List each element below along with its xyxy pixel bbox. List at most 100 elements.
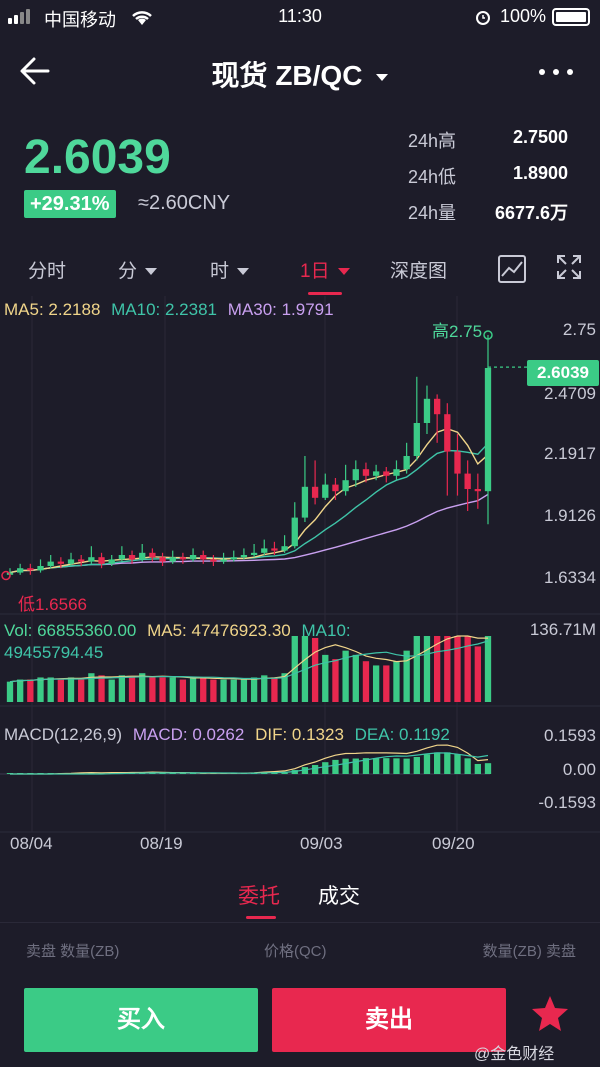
volume-bar	[423, 636, 431, 702]
stat-label-volume: 24h量	[408, 203, 457, 223]
candle-body	[332, 484, 339, 492]
macd-bar	[423, 754, 431, 774]
tab-1day[interactable]: 1日	[300, 256, 350, 295]
clock: 11:30	[278, 6, 322, 26]
high-marker-dot	[483, 330, 493, 340]
battery-percent: 100%	[499, 6, 546, 26]
volume-bar	[139, 673, 146, 702]
tab-depth-chart[interactable]: 深度图	[390, 261, 448, 282]
wifi-icon	[132, 11, 152, 25]
candle-body	[271, 548, 278, 551]
candle-body	[210, 559, 217, 562]
volume-value: Vol: 66855360.00	[4, 621, 137, 640]
price-axis-label: 2.4709	[544, 384, 596, 403]
tab-minute[interactable]: 分	[118, 256, 158, 283]
volume-bar	[413, 636, 420, 702]
volume-bar	[37, 677, 44, 702]
tab-orders[interactable]: 委托	[238, 885, 280, 908]
candle-body	[423, 398, 431, 423]
buy-button[interactable]: 买入	[24, 988, 258, 1052]
volume-ma5: MA5: 47476923.30	[147, 621, 291, 640]
tab-trades[interactable]: 成交	[318, 885, 360, 908]
more-icon[interactable]	[536, 66, 576, 78]
ma-legend: MA5: 2.2188 MA10: 2.2381 MA30: 1.9791	[4, 300, 334, 320]
nav-bar: 现货 ZB/QC	[0, 34, 600, 110]
candle-body	[301, 486, 309, 518]
volume-bar	[291, 636, 298, 702]
volume-bar	[17, 679, 24, 702]
volume-bar	[27, 679, 34, 702]
macd-title: MACD(12,26,9)	[4, 725, 123, 744]
low-marker-label: 低1.6566	[18, 595, 87, 614]
candle-body	[108, 559, 115, 564]
volume-bar	[179, 679, 187, 702]
ma10-value: MA10: 2.2381	[111, 300, 217, 319]
carrier-name: 中国移动	[44, 10, 116, 30]
macd-bar	[433, 752, 441, 774]
indicator-settings-icon[interactable]	[497, 254, 527, 284]
candle-body	[57, 561, 65, 564]
candle-body	[322, 484, 329, 498]
stat-value-volume: 6677.6万	[494, 203, 568, 223]
volume-bar	[271, 677, 278, 702]
last-price-tag: 2.6039	[527, 360, 599, 386]
macd-bar	[413, 756, 420, 774]
chevron-down-icon	[337, 268, 350, 276]
dea-line	[10, 752, 489, 775]
tab-hour[interactable]: 时	[210, 256, 250, 283]
candle-body	[250, 552, 258, 555]
fullscreen-icon[interactable]	[556, 254, 582, 280]
candle-body	[179, 557, 187, 560]
battery-icon	[552, 8, 590, 26]
ma30-value: MA30: 1.9791	[227, 300, 334, 319]
volume-bar	[474, 646, 481, 702]
candle-body	[474, 489, 481, 492]
macd-bar	[383, 758, 390, 774]
date-label: 09/03	[300, 834, 343, 853]
title-dropdown-icon	[376, 74, 389, 82]
back-arrow-icon[interactable]	[18, 54, 52, 88]
tab-timeline[interactable]: 分时	[28, 261, 67, 282]
candle-body	[37, 566, 44, 571]
macd-bar	[311, 765, 319, 774]
candle-body	[261, 548, 268, 553]
ma10-line	[9, 443, 489, 574]
macd-bar	[352, 758, 359, 774]
volume-bar	[322, 654, 329, 702]
volume-bar	[261, 675, 268, 702]
candle-body	[464, 473, 471, 489]
volume-bar	[200, 677, 207, 702]
kline-chart[interactable]	[0, 296, 600, 856]
price-axis-label: 2.1917	[544, 444, 596, 463]
candle-body	[281, 546, 288, 551]
page-title[interactable]: 现货 ZB/QC	[0, 54, 600, 94]
volume-bar	[78, 679, 85, 702]
candle-body	[413, 423, 420, 456]
order-col-right: 数量(ZB) 卖盘	[482, 943, 576, 960]
chevron-down-icon	[145, 268, 158, 276]
candle-body	[342, 480, 349, 492]
volume-bar	[189, 677, 197, 702]
macd-bar	[454, 754, 461, 774]
favorite-star-icon[interactable]	[530, 994, 570, 1032]
candle-body	[230, 557, 237, 560]
volume-bar	[88, 673, 95, 702]
dif-value: DIF: 0.1323	[255, 725, 344, 744]
macd-legend: MACD(12,26,9) MACD: 0.0262 DIF: 0.1323 D…	[4, 725, 450, 745]
volume-ma10-label: MA10:	[301, 621, 351, 640]
stat-value-low: 1.8900	[512, 163, 568, 183]
candle-body	[159, 557, 166, 562]
candle-body	[169, 557, 176, 562]
sell-button[interactable]: 卖出	[272, 988, 506, 1052]
macd-bar	[372, 758, 380, 774]
candle-body	[403, 456, 410, 470]
alarm-icon	[476, 11, 490, 25]
volume-bar	[362, 661, 370, 702]
candle-body	[98, 557, 105, 564]
last-price: 2.6039	[24, 131, 171, 184]
macd-bar	[362, 758, 370, 774]
candle-body	[393, 469, 400, 476]
price-axis-label: 2.75	[562, 320, 596, 339]
macd-bar	[474, 763, 481, 774]
candle-body	[311, 486, 319, 498]
